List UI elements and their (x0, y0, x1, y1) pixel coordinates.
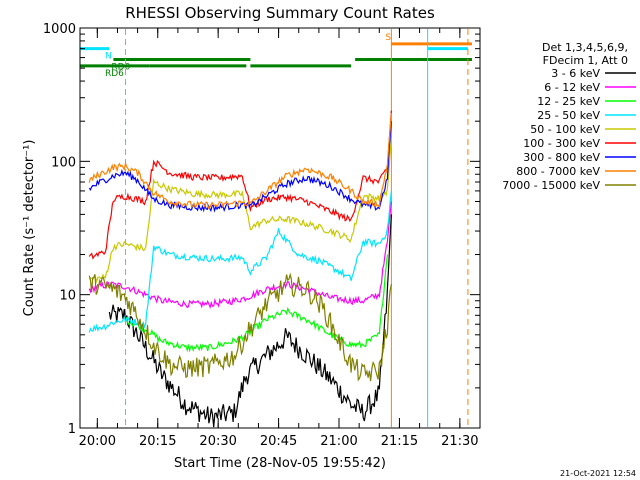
plot-frame (79, 27, 481, 429)
x-tick-label: 21:15 (381, 434, 418, 449)
series-line (88, 113, 392, 210)
flag-label: S (385, 33, 391, 43)
series-line (88, 137, 392, 284)
legend-header: FDecim 1, Att 0 (543, 54, 628, 67)
legend-entry-label: 3 - 6 keV (551, 67, 600, 80)
flag-label: N (105, 52, 112, 62)
series-line (88, 121, 392, 213)
chart-title: RHESSI Observing Summary Count Rates (125, 4, 435, 22)
x-tick-label: 20:15 (139, 434, 176, 449)
legend-entry-label: 100 - 300 keV (523, 137, 600, 150)
series-line (124, 254, 388, 353)
x-tick-label: 21:00 (320, 434, 357, 449)
render-timestamp: 21-Oct-2021 12:54 (560, 469, 636, 478)
legend-entry-label: 7000 - 15000 keV (502, 179, 600, 192)
y-tick-label: 10 (59, 289, 76, 304)
flag-label: RD6 (105, 69, 124, 79)
legend-header: Det 1,3,4,5,6,9, (542, 41, 628, 54)
y-axis-label: Count Rate (s⁻¹ detector⁻¹) (22, 140, 37, 317)
x-tick-label: 21:30 (441, 434, 478, 449)
legend-entry-label: 25 - 50 keV (537, 109, 600, 122)
x-tick-label: 20:00 (79, 434, 116, 449)
flag-label: RD0 (111, 63, 130, 73)
legend-entry-label: 50 - 100 keV (530, 123, 600, 136)
event-vertical-lines (125, 29, 469, 427)
series-line (88, 201, 392, 310)
x-axis-label: Start Time (28-Nov-05 19:55:42) (174, 456, 386, 471)
x-tick-label: 20:30 (199, 434, 236, 449)
y-axis-ticks: 1 10 100 1000 (43, 22, 480, 437)
y-tick-label: 1000 (43, 22, 76, 37)
legend-entry-label: 800 - 7000 keV (516, 165, 600, 178)
series-lines (88, 110, 392, 428)
x-axis-ticks: 20:00 20:15 20:30 20:45 21:00 21:15 21:30 (79, 28, 481, 449)
series-line (88, 272, 392, 382)
series-line (88, 110, 392, 260)
legend-entry-label: 300 - 800 keV (523, 151, 600, 164)
legend-entry-label: 12 - 25 keV (537, 95, 600, 108)
legend: Det 1,3,4,5,6,9,FDecim 1, Att 03 - 6 keV… (502, 41, 636, 192)
legend-entry-label: 6 - 12 keV (544, 81, 600, 94)
x-tick-label: 20:45 (260, 434, 297, 449)
series-line (108, 214, 392, 428)
y-tick-label: 1 (68, 422, 76, 437)
y-tick-label: 100 (51, 155, 76, 170)
